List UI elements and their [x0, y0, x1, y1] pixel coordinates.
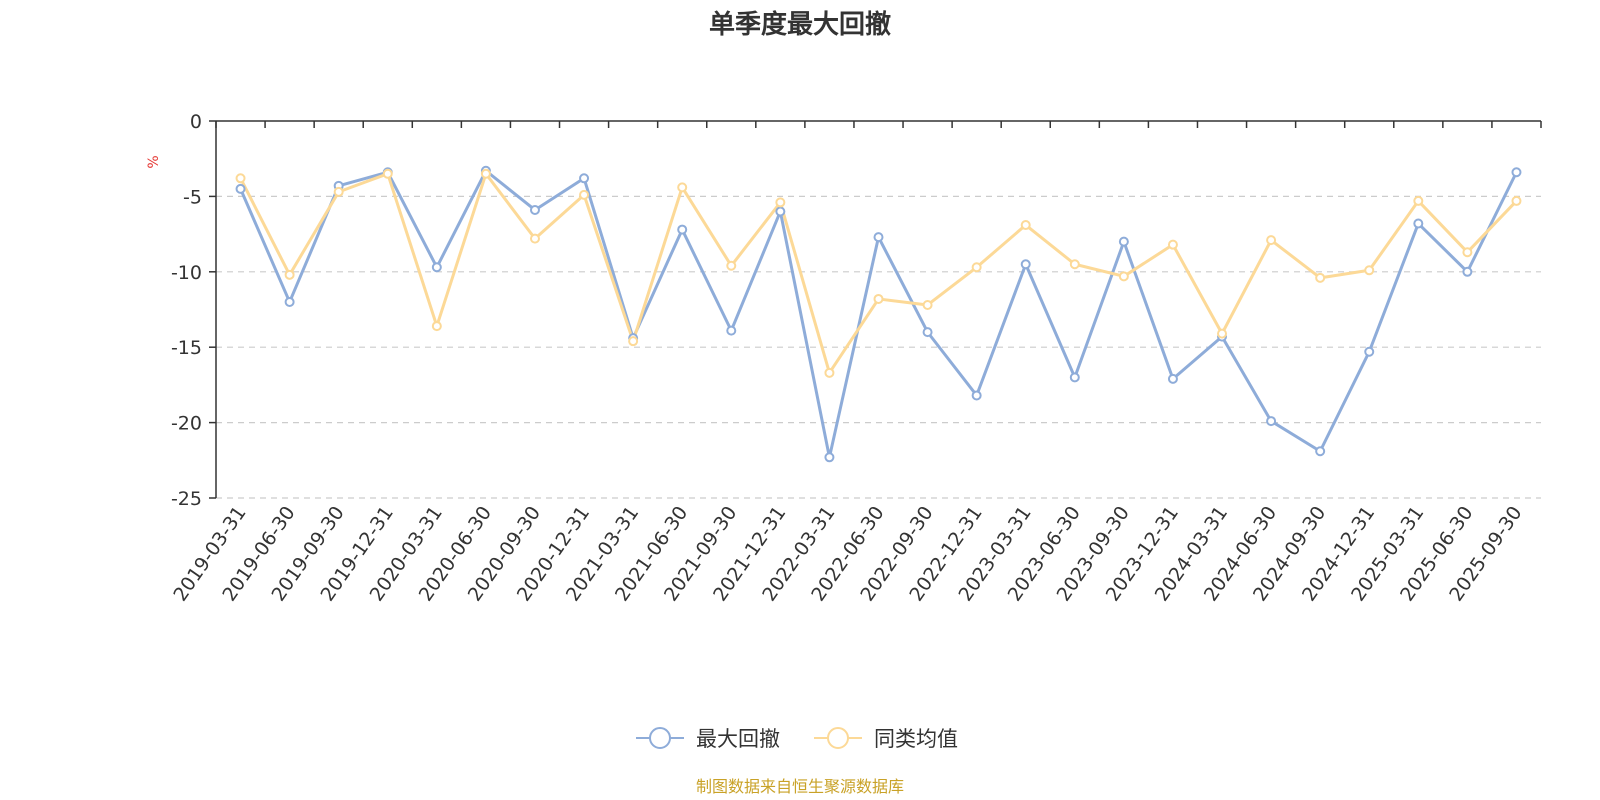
data-point[interactable] — [480, 168, 491, 179]
data-point[interactable] — [1462, 266, 1473, 277]
legend-marker-peer-average — [827, 727, 849, 749]
data-point[interactable] — [235, 173, 246, 184]
data-point[interactable] — [677, 182, 688, 193]
data-point[interactable] — [382, 168, 393, 179]
legend-marker-max-drawdown — [649, 727, 671, 749]
data-point[interactable] — [1020, 259, 1031, 270]
y-tick-label: 0 — [190, 111, 202, 133]
series-lines — [235, 165, 1522, 463]
data-point[interactable] — [971, 390, 982, 401]
x-tick-labels: 2019-03-312019-06-302019-09-302019-12-31… — [169, 502, 1526, 605]
data-point[interactable] — [431, 321, 442, 332]
data-point[interactable] — [1413, 218, 1424, 229]
data-point[interactable] — [726, 325, 737, 336]
data-point[interactable] — [726, 260, 737, 271]
y-tick-label: -5 — [183, 186, 202, 208]
data-point[interactable] — [1511, 167, 1522, 178]
data-point[interactable] — [922, 299, 933, 310]
chart-title: 单季度最大回撤 — [709, 9, 891, 40]
data-point[interactable] — [824, 367, 835, 378]
data-point[interactable] — [284, 269, 295, 280]
data-point[interactable] — [235, 183, 246, 194]
data-point[interactable] — [333, 186, 344, 197]
data-point[interactable] — [677, 224, 688, 235]
legend-label-max-drawdown: 最大回撤 — [696, 727, 780, 751]
data-point[interactable] — [529, 204, 540, 215]
data-point[interactable] — [1364, 346, 1375, 357]
data-point[interactable] — [1315, 446, 1326, 457]
data-point[interactable] — [873, 293, 884, 304]
data-point[interactable] — [873, 232, 884, 243]
data-point[interactable] — [1167, 239, 1178, 250]
axes — [209, 120, 1542, 499]
y-tick-label: -20 — [171, 413, 202, 435]
data-point[interactable] — [1266, 235, 1277, 246]
y-tick-label: -25 — [171, 488, 202, 510]
data-point[interactable] — [579, 173, 590, 184]
data-point[interactable] — [1462, 247, 1473, 258]
legend-item-peer-average[interactable]: 同类均值 — [814, 727, 958, 751]
data-point[interactable] — [1315, 272, 1326, 283]
data-point[interactable] — [775, 206, 786, 217]
legend-item-max-drawdown[interactable]: 最大回撤 — [636, 727, 780, 751]
data-point[interactable] — [922, 327, 933, 338]
data-point[interactable] — [1020, 220, 1031, 231]
data-point[interactable] — [775, 197, 786, 208]
data-point[interactable] — [1217, 328, 1228, 339]
legend[interactable]: 最大回撤 同类均值 — [636, 727, 958, 751]
series-line-1 — [239, 172, 1518, 375]
data-point[interactable] — [529, 233, 540, 244]
y-tick-labels: 0 -5 -10 -15 -20 -25 — [171, 111, 202, 510]
data-point[interactable] — [1413, 195, 1424, 206]
data-point[interactable] — [1364, 265, 1375, 276]
data-point[interactable] — [1266, 416, 1277, 427]
legend-label-peer-average: 同类均值 — [874, 727, 958, 751]
data-point[interactable] — [284, 296, 295, 307]
data-point[interactable] — [1118, 236, 1129, 247]
data-point[interactable] — [824, 452, 835, 463]
data-point[interactable] — [1511, 195, 1522, 206]
y-tick-label: -15 — [171, 337, 202, 359]
data-point[interactable] — [1167, 373, 1178, 384]
data-point[interactable] — [431, 262, 442, 273]
data-source-note: 制图数据来自恒生聚源数据库 — [696, 777, 904, 796]
data-point[interactable] — [971, 262, 982, 273]
data-point[interactable] — [1118, 271, 1129, 282]
data-point[interactable] — [1069, 372, 1080, 383]
data-point[interactable] — [1069, 259, 1080, 270]
data-point[interactable] — [628, 336, 639, 347]
y-axis-unit: % — [146, 155, 162, 168]
data-point[interactable] — [579, 189, 590, 200]
y-tick-label: -10 — [171, 262, 202, 284]
